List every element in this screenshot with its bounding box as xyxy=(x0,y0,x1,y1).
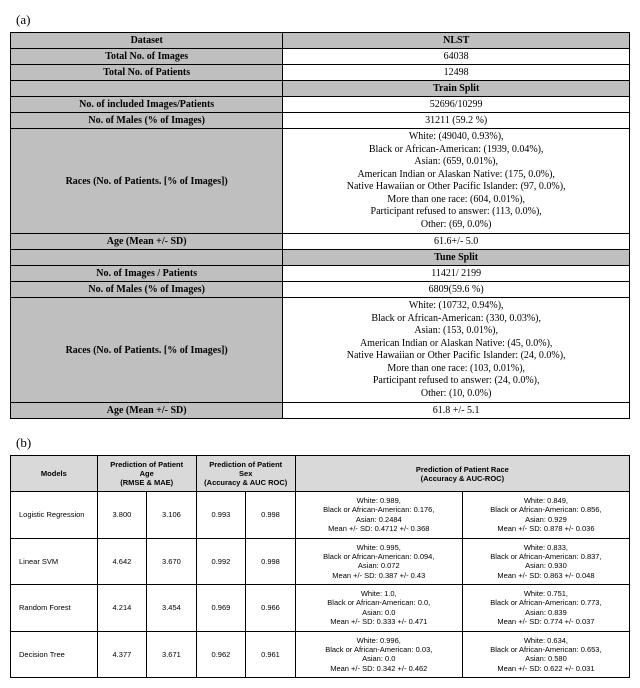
races-tune-value: White: (10732, 0.94%),Black or African-A… xyxy=(283,298,630,403)
dataset-value: NLST xyxy=(283,33,630,49)
table-row: Dataset NLST xyxy=(11,33,630,49)
races-train-value: White: (49040, 0.93%),Black or African-A… xyxy=(283,129,630,234)
age-mae-cell: 3.671 xyxy=(147,631,197,678)
table-a: Dataset NLST Total No. of Images 64038 T… xyxy=(10,32,630,419)
table-row: Age (Mean +/- SD) 61.8 +/- 5.1 xyxy=(11,403,630,419)
table-row: Races (No. of Patients. [% of Images]) W… xyxy=(11,298,630,403)
table-row: No. of Males (% of Images) 6809(59.6 %) xyxy=(11,282,630,298)
table-header-row: Models Prediction of Patient Age (RMSE &… xyxy=(11,456,630,492)
race-acc-cell: White: 0.989,Black or African-American: … xyxy=(295,492,462,539)
sex-acc-cell: 0.992 xyxy=(196,538,246,585)
models-header: Models xyxy=(11,456,98,492)
age-mae-cell: 3.670 xyxy=(147,538,197,585)
age-train-label: Age (Mean +/- SD) xyxy=(11,234,283,250)
race-auc-cell: White: 0.634,Black or African-American: … xyxy=(462,631,629,678)
table-row: No. of included Images/Patients 52696/10… xyxy=(11,97,630,113)
sex-auc-cell: 0.998 xyxy=(246,492,296,539)
age-header-title: Prediction of Patient Age xyxy=(104,460,190,478)
total-patients-label: Total No. of Patients xyxy=(11,65,283,81)
model-name-cell: Linear SVM xyxy=(11,538,98,585)
table-b-body: Logistic Regression3.8003.1060.9930.998W… xyxy=(11,492,630,678)
model-name-cell: Logistic Regression xyxy=(11,492,98,539)
table-row: Decision Tree4.3773.6710.9620.961White: … xyxy=(11,631,630,678)
included-value: 52696/10299 xyxy=(283,97,630,113)
sex-auc-cell: 0.961 xyxy=(246,631,296,678)
table-row: Tune Split xyxy=(11,250,630,266)
table-row: Linear SVM4.6423.6700.9920.998White: 0.9… xyxy=(11,538,630,585)
age-header: Prediction of Patient Age (RMSE & MAE) xyxy=(97,456,196,492)
age-rmse-cell: 4.642 xyxy=(97,538,147,585)
race-acc-cell: White: 1.0,Black or African-American: 0.… xyxy=(295,585,462,632)
panel-b-label: (b) xyxy=(16,435,630,451)
sex-header-title: Prediction of Patient Sex xyxy=(203,460,289,478)
males-train-value: 31211 (59.2 %) xyxy=(283,113,630,129)
table-row: Random Forest4.2143.4540.9690.966White: … xyxy=(11,585,630,632)
age-rmse-cell: 4.377 xyxy=(97,631,147,678)
race-header-sub: (Accuracy & AUC-ROC) xyxy=(302,474,623,483)
model-name-cell: Decision Tree xyxy=(11,631,98,678)
table-row: Total No. of Patients 12498 xyxy=(11,65,630,81)
race-header: Prediction of Patient Race (Accuracy & A… xyxy=(295,456,629,492)
age-rmse-cell: 4.214 xyxy=(97,585,147,632)
panel-a-label: (a) xyxy=(16,12,630,28)
age-header-sub: (RMSE & MAE) xyxy=(104,478,190,487)
table-row: Logistic Regression3.8003.1060.9930.998W… xyxy=(11,492,630,539)
race-header-title: Prediction of Patient Race xyxy=(302,465,623,474)
table-row: No. of Images / Patients 11421/ 2199 xyxy=(11,266,630,282)
races-train-label: Races (No. of Patients. [% of Images]) xyxy=(11,129,283,234)
empty-label xyxy=(11,250,283,266)
images-tune-value: 11421/ 2199 xyxy=(283,266,630,282)
race-acc-cell: White: 0.996,Black or African-American: … xyxy=(295,631,462,678)
empty-label xyxy=(11,81,283,97)
males-tune-value: 6809(59.6 %) xyxy=(283,282,630,298)
sex-header-sub: (Accuracy & AUC ROC) xyxy=(203,478,289,487)
race-auc-cell: White: 0.849,Black or African-American: … xyxy=(462,492,629,539)
total-images-label: Total No. of Images xyxy=(11,49,283,65)
age-rmse-cell: 3.800 xyxy=(97,492,147,539)
race-auc-cell: White: 0.833,Black or African-American: … xyxy=(462,538,629,585)
train-split-header: Train Split xyxy=(283,81,630,97)
sex-acc-cell: 0.962 xyxy=(196,631,246,678)
race-auc-cell: White: 0.751,Black or African-American: … xyxy=(462,585,629,632)
age-tune-label: Age (Mean +/- SD) xyxy=(11,403,283,419)
table-row: Total No. of Images 64038 xyxy=(11,49,630,65)
table-row: Age (Mean +/- SD) 61.6+/- 5.0 xyxy=(11,234,630,250)
age-tune-value: 61.8 +/- 5.1 xyxy=(283,403,630,419)
total-patients-value: 12498 xyxy=(283,65,630,81)
table-row: Train Split xyxy=(11,81,630,97)
table-row: Races (No. of Patients. [% of Images]) W… xyxy=(11,129,630,234)
race-acc-cell: White: 0.995,Black or African-American: … xyxy=(295,538,462,585)
sex-auc-cell: 0.998 xyxy=(246,538,296,585)
sex-header: Prediction of Patient Sex (Accuracy & AU… xyxy=(196,456,295,492)
males-train-label: No. of Males (% of Images) xyxy=(11,113,283,129)
sex-auc-cell: 0.966 xyxy=(246,585,296,632)
included-label: No. of included Images/Patients xyxy=(11,97,283,113)
age-mae-cell: 3.106 xyxy=(147,492,197,539)
dataset-label: Dataset xyxy=(11,33,283,49)
model-name-cell: Random Forest xyxy=(11,585,98,632)
table-row: No. of Males (% of Images) 31211 (59.2 %… xyxy=(11,113,630,129)
races-tune-label: Races (No. of Patients. [% of Images]) xyxy=(11,298,283,403)
images-tune-label: No. of Images / Patients xyxy=(11,266,283,282)
table-b: Models Prediction of Patient Age (RMSE &… xyxy=(10,455,630,678)
tune-split-header: Tune Split xyxy=(283,250,630,266)
sex-acc-cell: 0.993 xyxy=(196,492,246,539)
age-train-value: 61.6+/- 5.0 xyxy=(283,234,630,250)
total-images-value: 64038 xyxy=(283,49,630,65)
males-tune-label: No. of Males (% of Images) xyxy=(11,282,283,298)
sex-acc-cell: 0.969 xyxy=(196,585,246,632)
age-mae-cell: 3.454 xyxy=(147,585,197,632)
